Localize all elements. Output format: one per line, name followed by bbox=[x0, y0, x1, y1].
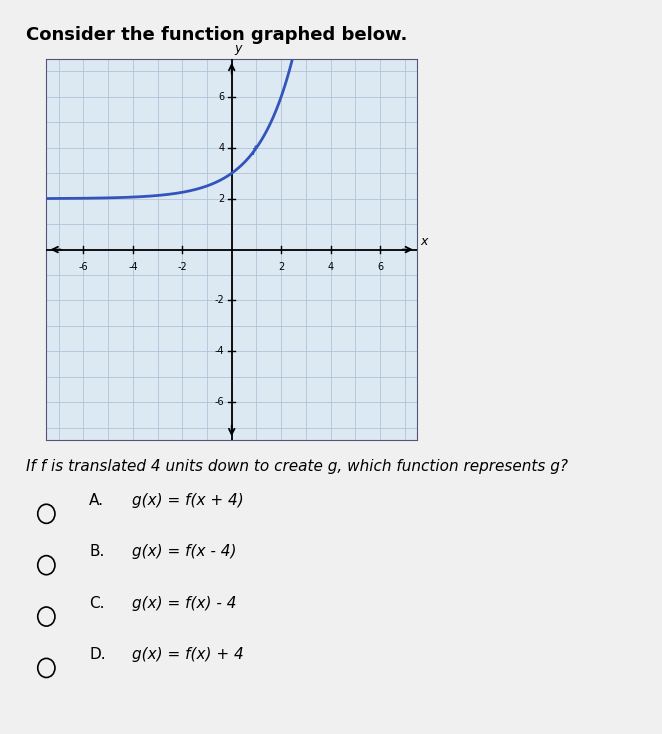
Text: 4: 4 bbox=[218, 143, 224, 153]
Text: 2: 2 bbox=[218, 194, 224, 203]
Text: 6: 6 bbox=[218, 92, 224, 102]
Text: D.: D. bbox=[89, 647, 106, 662]
Text: y: y bbox=[234, 42, 242, 55]
Text: g(x) = f(x) + 4: g(x) = f(x) + 4 bbox=[132, 647, 244, 662]
Text: -4: -4 bbox=[128, 262, 138, 272]
Text: -2: -2 bbox=[177, 262, 187, 272]
Text: -2: -2 bbox=[214, 296, 224, 305]
Text: f: f bbox=[252, 145, 256, 159]
Text: x: x bbox=[421, 236, 428, 248]
Text: -6: -6 bbox=[214, 397, 224, 407]
Text: 4: 4 bbox=[328, 262, 334, 272]
Text: 6: 6 bbox=[377, 262, 383, 272]
Text: If f is translated 4 units down to create g, which function represents g?: If f is translated 4 units down to creat… bbox=[26, 459, 569, 473]
Text: -4: -4 bbox=[214, 346, 224, 356]
Text: -6: -6 bbox=[79, 262, 88, 272]
Text: 2: 2 bbox=[278, 262, 284, 272]
Text: g(x) = f(x + 4): g(x) = f(x + 4) bbox=[132, 493, 244, 508]
Text: C.: C. bbox=[89, 596, 105, 611]
Text: g(x) = f(x - 4): g(x) = f(x - 4) bbox=[132, 545, 237, 559]
Text: B.: B. bbox=[89, 545, 105, 559]
Text: g(x) = f(x) - 4: g(x) = f(x) - 4 bbox=[132, 596, 237, 611]
Text: Consider the function graphed below.: Consider the function graphed below. bbox=[26, 26, 408, 44]
Text: A.: A. bbox=[89, 493, 105, 508]
